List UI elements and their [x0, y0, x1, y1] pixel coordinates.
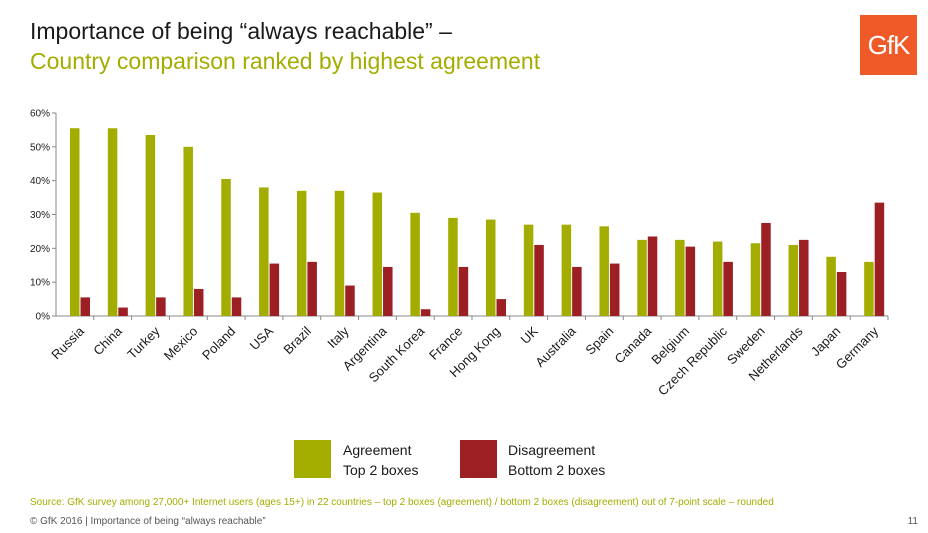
bar-agreement: [523, 224, 534, 316]
bar-chart: 0% 10% 20% 30% 40% 50% 60% Russia China TurkeyMex…: [30, 109, 889, 399]
bar-agreement: [486, 219, 496, 316]
x-category-label: Canada: [611, 323, 654, 366]
bar-disagreement: [685, 246, 696, 316]
y-tick-label: 10%: [30, 278, 50, 289]
y-tick-label: 20%: [30, 244, 50, 255]
bar-disagreement: [799, 239, 809, 316]
bar-disagreement: [458, 266, 469, 316]
y-tick-label: 40%: [30, 176, 50, 187]
bar-disagreement: [193, 288, 204, 316]
x-category-label: China: [90, 323, 125, 358]
bar-agreement: [70, 128, 80, 316]
bar-agreement: [712, 241, 723, 316]
footer-text: © GfK 2016 | Importance of being “always…: [30, 516, 266, 527]
bar-agreement: [334, 190, 345, 316]
y-tick-label: 30%: [30, 210, 50, 221]
bar-disagreement: [836, 272, 847, 316]
bar-disagreement: [420, 309, 431, 316]
legend-disagreement-line1: Disagreement: [508, 442, 596, 458]
legend-disagreement-line2: Bottom 2 boxes: [508, 462, 606, 478]
bar-agreement: [107, 128, 118, 316]
x-category-label: USA: [247, 323, 277, 353]
bar-agreement: [183, 146, 193, 316]
title-line-2: Country comparison ranked by highest agr…: [30, 48, 541, 74]
y-tick-label: 50%: [30, 142, 50, 153]
x-category-label: Italy: [324, 323, 352, 351]
bar-agreement: [259, 187, 269, 316]
bar-agreement: [221, 178, 231, 316]
bar-agreement: [410, 212, 420, 316]
bar-disagreement: [231, 297, 242, 316]
bar-agreement: [750, 243, 761, 316]
bar-disagreement: [723, 261, 733, 316]
bar-agreement: [599, 226, 609, 316]
x-category-label: UK: [517, 323, 541, 347]
legend-agreement-swatch: [294, 440, 331, 478]
bar-disagreement: [609, 263, 620, 316]
bar-disagreement: [383, 266, 393, 316]
x-category-label: Japan: [808, 324, 844, 360]
bar-disagreement: [80, 297, 90, 316]
bar-agreement: [296, 190, 307, 316]
bar-disagreement: [156, 297, 166, 316]
x-category-label: Russia: [48, 323, 87, 362]
legend-agreement-line1: Agreement: [343, 442, 412, 458]
legend-agreement-line2: Top 2 boxes: [343, 462, 419, 478]
legend-agreement-label: Agreement Top 2 boxes: [343, 440, 419, 480]
bar-agreement: [864, 261, 874, 316]
bar-agreement: [826, 256, 836, 316]
bar-disagreement: [647, 236, 658, 316]
y-tick-label: 0%: [36, 312, 51, 323]
bar-disagreement: [496, 299, 506, 316]
x-category-label: Czech Republic: [655, 323, 730, 398]
x-category-label: Spain: [582, 324, 616, 358]
y-tick-label: 60%: [30, 109, 50, 120]
bar-disagreement: [874, 202, 885, 316]
bar-agreement: [788, 244, 799, 316]
bar-disagreement: [345, 285, 355, 316]
x-category-label: Brazil: [280, 323, 314, 357]
bar-agreement: [372, 192, 383, 316]
bar-disagreement: [761, 222, 771, 316]
bar-agreement: [675, 239, 685, 316]
source-note: Source: GfK survey among 27,000+ Interne…: [30, 497, 774, 508]
x-category-label: Australia: [532, 323, 579, 370]
legend-disagreement-label: Disagreement Bottom 2 boxes: [508, 440, 605, 480]
bar-agreement: [637, 239, 647, 316]
bar-disagreement: [269, 263, 280, 316]
bar-disagreement: [534, 244, 544, 316]
legend-disagreement-swatch: [460, 440, 497, 478]
x-category-label: Mexico: [161, 324, 201, 364]
title-line-1: Importance of being “always reachable” –: [30, 18, 452, 44]
bar-disagreement: [572, 266, 582, 316]
x-category-label: Turkey: [124, 323, 163, 362]
bar-agreement: [448, 217, 458, 316]
bar-agreement: [145, 134, 156, 316]
page-number: 11: [907, 516, 918, 527]
x-category-label: Germany: [833, 323, 882, 372]
gfk-logo: GfK: [860, 15, 917, 75]
bar-disagreement: [307, 261, 317, 316]
bar-disagreement: [118, 307, 128, 316]
x-category-label: Poland: [199, 324, 238, 363]
bar-agreement: [561, 224, 572, 316]
